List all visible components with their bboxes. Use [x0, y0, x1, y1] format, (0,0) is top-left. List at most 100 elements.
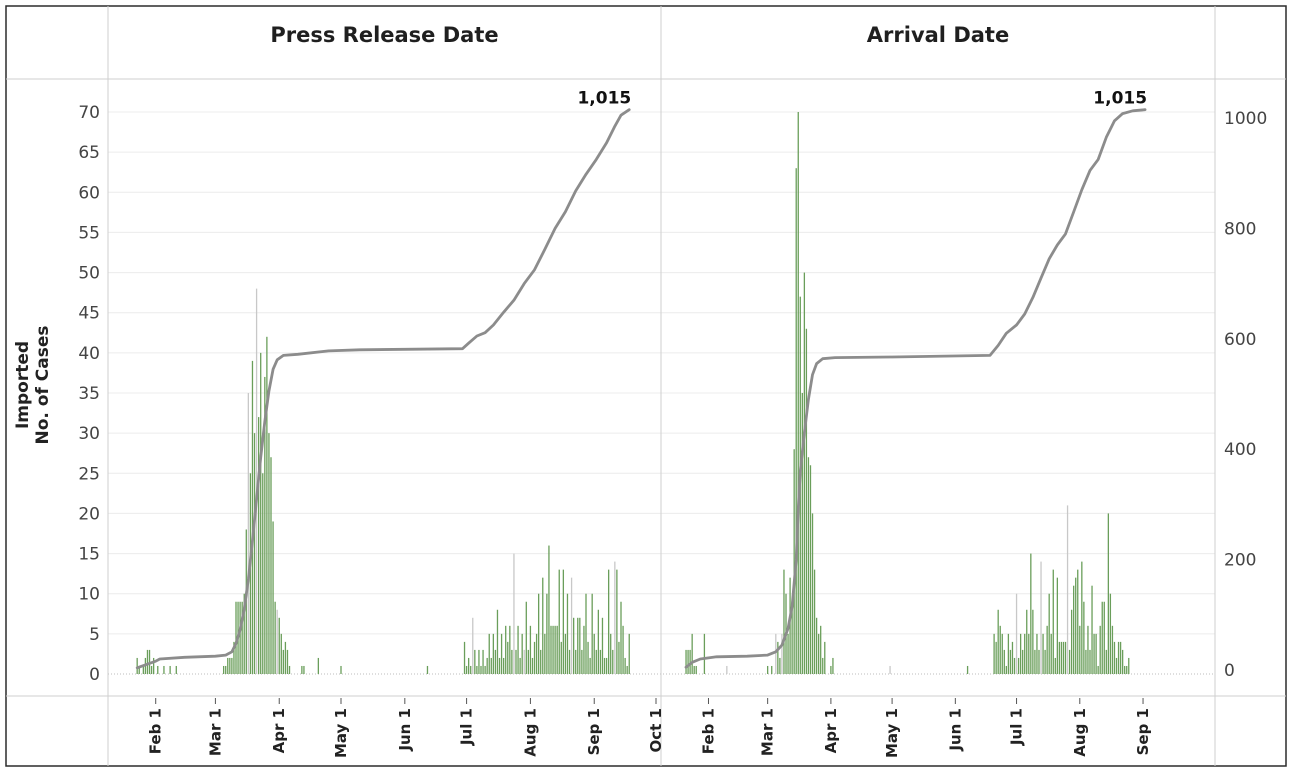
- bar: [1077, 569, 1079, 674]
- y-tick-label: 40: [78, 344, 100, 364]
- bar: [695, 665, 697, 674]
- bar: [997, 609, 999, 674]
- x-tick-label: Jun 1: [396, 708, 414, 752]
- bar: [605, 657, 608, 674]
- bar: [303, 665, 305, 674]
- panel-title: Press Release Date: [270, 23, 498, 47]
- bar: [542, 577, 544, 674]
- cumulative-line: [135, 108, 631, 670]
- bar: [1005, 665, 1007, 674]
- bar: [691, 633, 693, 674]
- bar: [521, 633, 523, 674]
- bar: [1044, 649, 1046, 674]
- bar: [585, 593, 587, 674]
- bar: [610, 633, 612, 674]
- x-tick-label: Mar 1: [759, 708, 777, 756]
- right-y-tick-label: 600: [1224, 330, 1256, 350]
- y-tick-label: 30: [78, 424, 100, 444]
- bar: [685, 649, 687, 674]
- bar: [595, 649, 597, 674]
- bar: [284, 641, 287, 674]
- bar: [1089, 649, 1091, 674]
- bar: [1032, 609, 1034, 674]
- bar: [152, 657, 155, 674]
- bar: [1056, 577, 1058, 674]
- bar: [268, 433, 270, 674]
- bar: [146, 649, 149, 674]
- bar: [260, 352, 262, 674]
- bar: [1054, 657, 1056, 674]
- bar: [222, 665, 225, 674]
- bar: [572, 617, 575, 674]
- bar: [603, 657, 606, 674]
- bar: [781, 633, 783, 674]
- bar: [616, 569, 618, 674]
- bar: [693, 665, 695, 674]
- bar: [570, 577, 573, 674]
- bar: [1124, 665, 1126, 674]
- bar: [274, 601, 276, 674]
- bar: [169, 665, 171, 674]
- y-tick-label: 70: [78, 103, 100, 123]
- bar: [587, 641, 589, 674]
- bar: [560, 641, 562, 674]
- bar: [163, 665, 165, 674]
- bar: [1028, 633, 1030, 674]
- bar: [515, 649, 517, 674]
- bar: [830, 665, 832, 674]
- bar: [529, 625, 532, 674]
- bar: [1052, 569, 1054, 674]
- bar: [1019, 633, 1022, 674]
- bar: [1015, 593, 1018, 674]
- x-tick-label: Apr 1: [822, 708, 840, 753]
- bar: [492, 633, 495, 674]
- bar: [484, 665, 486, 674]
- bar: [1109, 593, 1112, 674]
- bar: [822, 657, 824, 674]
- bar: [612, 649, 614, 674]
- end-value-label: 1,015: [1093, 89, 1147, 109]
- bar: [995, 641, 997, 674]
- bar: [157, 665, 159, 674]
- bar: [488, 633, 490, 674]
- bar: [807, 457, 810, 674]
- end-value-label: 1,015: [577, 89, 631, 109]
- bar: [227, 657, 229, 674]
- bar: [1001, 633, 1003, 674]
- bar: [235, 601, 237, 674]
- bar: [301, 665, 303, 674]
- bar: [1036, 633, 1038, 674]
- bar: [726, 665, 728, 674]
- bar: [509, 625, 511, 674]
- bar: [581, 649, 583, 674]
- bar: [797, 112, 799, 674]
- bar: [1042, 633, 1044, 674]
- bar: [231, 657, 233, 674]
- panel-title: Arrival Date: [867, 23, 1009, 47]
- bar: [795, 168, 797, 674]
- bar: [1060, 641, 1063, 674]
- bar: [620, 601, 622, 674]
- bar: [597, 609, 600, 674]
- bar: [288, 665, 291, 674]
- bar: [1017, 657, 1020, 674]
- y-tick-label: 5: [89, 625, 100, 645]
- bar: [552, 625, 554, 674]
- bar: [1103, 601, 1105, 674]
- bar: [255, 288, 258, 674]
- y-tick-label: 65: [78, 143, 100, 163]
- x-tick-label: Sep 1: [1134, 708, 1152, 755]
- bar: [1034, 649, 1036, 674]
- bar: [577, 617, 579, 674]
- bar: [486, 657, 488, 674]
- bar: [476, 665, 478, 674]
- bar: [803, 272, 806, 674]
- y-axis-label-line: Imported: [13, 341, 33, 429]
- y-tick-label: 50: [78, 264, 100, 284]
- bar: [1062, 641, 1065, 674]
- bar: [1038, 649, 1040, 674]
- bar: [1079, 625, 1081, 674]
- y-axis-label: ImportedNo. of Cases: [13, 326, 53, 445]
- bar: [527, 649, 530, 674]
- bar: [999, 625, 1001, 674]
